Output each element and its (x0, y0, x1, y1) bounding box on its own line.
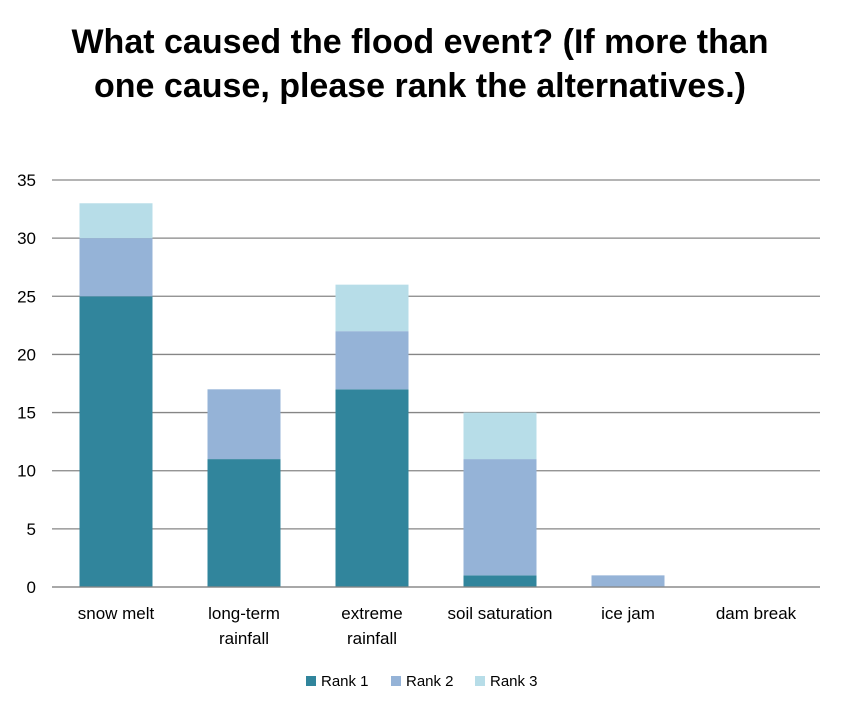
bar-segment (79, 238, 153, 297)
legend-swatch (391, 676, 401, 686)
bar-segment (463, 575, 537, 587)
legend-label: Rank 1 (321, 673, 369, 690)
legend-label: Rank 3 (490, 673, 538, 690)
x-tick-label: long-term (208, 604, 280, 623)
legend-swatch (475, 676, 485, 686)
y-tick-label: 0 (27, 578, 36, 597)
bar-segment (591, 575, 665, 587)
legend-label: Rank 2 (406, 673, 454, 690)
x-tick-label: soil saturation (448, 604, 553, 623)
bar-segment (335, 389, 409, 587)
bar-segment (463, 459, 537, 576)
legend-swatch (306, 676, 316, 686)
bar-segment (463, 412, 537, 460)
bar-segment (79, 296, 153, 587)
bar-segment (207, 459, 281, 587)
x-tick-label: dam break (716, 604, 797, 623)
y-tick-label: 35 (17, 171, 36, 190)
y-tick-label: 20 (17, 345, 36, 364)
bar-segment (335, 331, 409, 390)
chart-title: What caused the flood event? (If more th… (71, 23, 769, 105)
x-tick-label: ice jam (601, 604, 655, 623)
y-tick-label: 10 (17, 462, 36, 481)
y-tick-label: 15 (17, 404, 36, 423)
x-tick-label: rainfall (219, 629, 269, 648)
y-tick-label: 25 (17, 287, 36, 306)
y-tick-label: 30 (17, 229, 36, 248)
x-tick-label: rainfall (347, 629, 397, 648)
bar-segment (79, 203, 153, 239)
y-tick-label: 5 (27, 520, 36, 539)
bar-segment (207, 389, 281, 460)
x-tick-label: extreme (341, 604, 402, 623)
bar-segment (335, 284, 409, 332)
x-tick-label: snow melt (78, 604, 155, 623)
